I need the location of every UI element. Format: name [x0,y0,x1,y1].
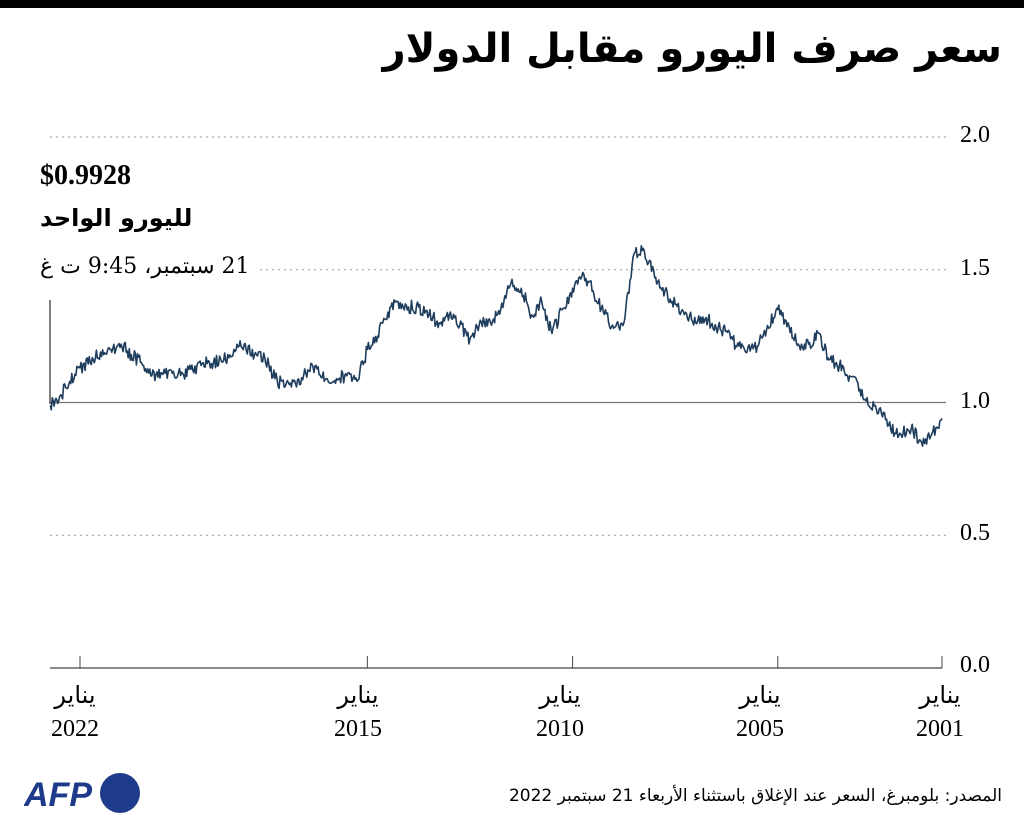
x-axis [50,656,943,669]
latest-price-time: 21 سبتمبر، 9:45 ت غ [40,254,256,279]
x-tick-2005: يناير 2005 [700,678,820,746]
y-tick-0.0: 0.0 [960,652,990,678]
x-tick-month: يناير [919,681,961,709]
y-tick-2.0: 2.0 [960,122,990,148]
x-tick-year: 2010 [536,716,584,742]
x-tick-year: 2015 [334,716,382,742]
x-tick-month: يناير [539,681,581,709]
afp-logo-circle [100,773,140,813]
x-tick-2022: يناير 2022 [15,678,135,746]
x-tick-2015: يناير 2015 [298,678,418,746]
latest-price-unit: لليورو الواحد [40,204,193,232]
x-tick-2001: يناير 2001 [880,678,1000,746]
series-line-eur-usd [49,245,943,447]
y-tick-0.5: 0.5 [960,520,990,546]
y-tick-1.0: 1.0 [960,388,990,414]
x-tick-month: يناير [54,681,96,709]
latest-price-label: $0.9928 [40,160,131,191]
source-note: المصدر: بلومبرغ، السعر عند الإغلاق باستث… [508,786,1002,806]
x-tick-month: يناير [739,681,781,709]
grid-lines [50,136,946,536]
afp-logo: AFP [24,773,140,814]
top-bar [0,0,1024,8]
chart-title: سعر صرف اليورو مقابل الدولار [382,26,1002,72]
x-tick-year: 2001 [916,716,964,742]
y-tick-1.5: 1.5 [960,255,990,281]
x-tick-2010: يناير 2010 [500,678,620,746]
x-tick-month: يناير [337,681,379,709]
x-tick-year: 2005 [736,716,784,742]
x-tick-year: 2022 [51,716,99,742]
afp-logo-text: AFP [24,776,92,814]
